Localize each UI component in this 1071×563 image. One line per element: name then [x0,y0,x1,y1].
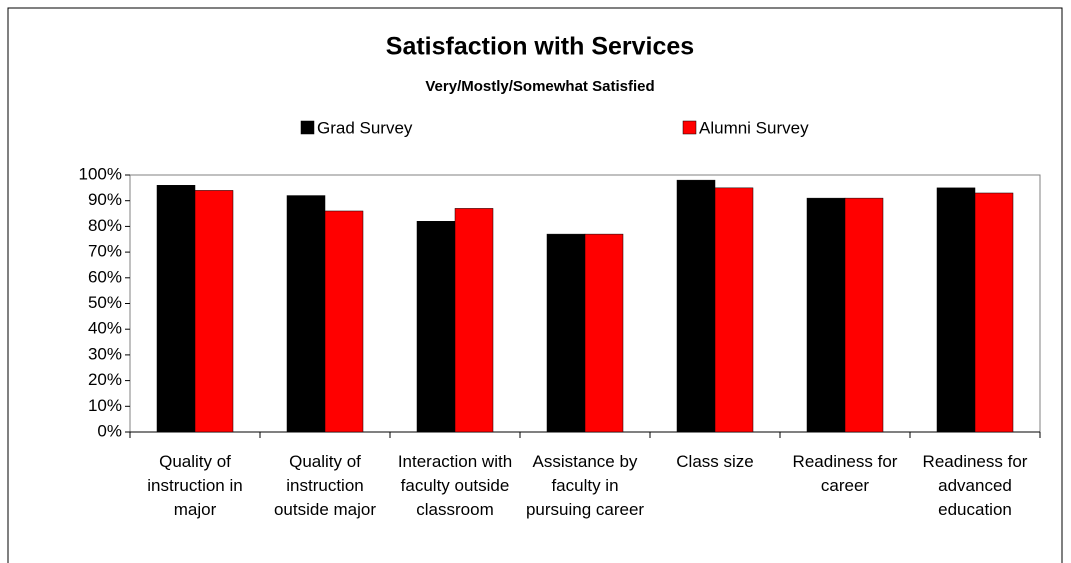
y-tick-label: 100% [79,164,122,183]
y-tick-label: 60% [88,267,122,286]
y-tick-label: 80% [88,216,122,235]
bar [584,233,624,433]
y-tick-label: 20% [88,370,122,389]
legend-label: Grad Survey [317,118,413,137]
bar [974,192,1014,433]
bar [454,208,494,433]
x-tick-label: Assistance by faculty in pursuing career [525,452,645,519]
x-tick-label: Quality of instruction outside major [273,452,377,519]
legend-swatch [682,120,697,135]
x-tick-label: Readiness for advanced education [922,452,1028,519]
bar [714,187,754,433]
bar [156,185,196,433]
chart-title: Satisfaction with Services [386,33,694,61]
y-tick-label: 10% [88,396,122,415]
y-tick-label: 50% [88,293,122,312]
y-tick-label: 30% [88,344,122,363]
x-tick-label: Class size [676,452,754,471]
bar [324,210,364,433]
chart-subtitle: Very/Mostly/Somewhat Satisfied [425,78,654,95]
y-tick-label: 40% [88,319,122,338]
bar [194,190,234,433]
legend-swatch [300,120,315,135]
y-tick-label: 0% [97,421,122,440]
legend-label: Alumni Survey [699,118,809,137]
x-tick-label: Quality of instruction in major [147,452,243,519]
bar [546,233,586,433]
y-tick-label: 90% [88,190,122,209]
y-tick-label: 70% [88,242,122,261]
bar [936,187,976,433]
bar [806,197,846,433]
x-tick-label: Readiness for career [792,452,898,495]
x-tick-label: Interaction with faculty outside classro… [397,452,513,519]
bar [416,221,456,433]
bar [844,197,884,433]
chart-frame [7,7,1063,563]
bar [286,195,326,433]
bar [676,179,716,433]
